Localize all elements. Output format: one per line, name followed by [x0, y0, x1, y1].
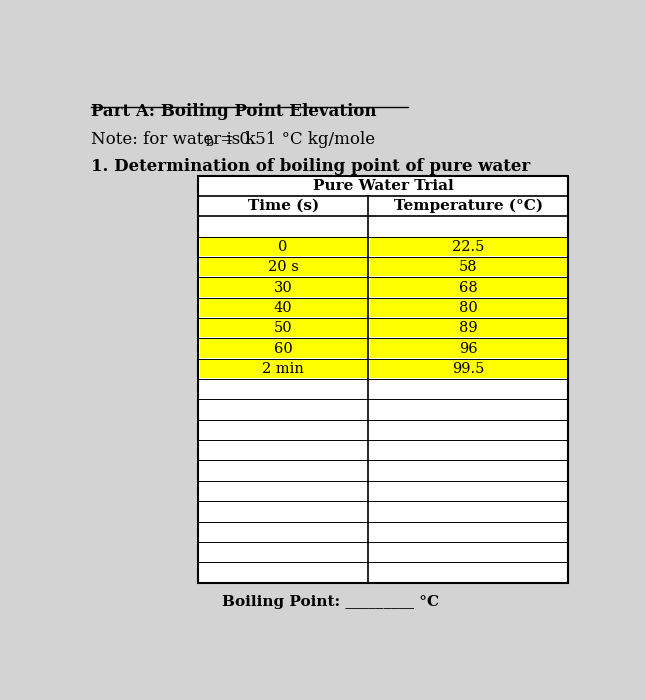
- Text: 50: 50: [274, 321, 292, 335]
- Text: Note: for water is k: Note: for water is k: [90, 132, 255, 148]
- Text: 58: 58: [459, 260, 477, 274]
- Bar: [370, 279, 566, 297]
- Bar: [199, 279, 367, 297]
- Bar: [370, 238, 566, 256]
- Bar: [370, 360, 566, 378]
- Text: Pure Water Trial: Pure Water Trial: [313, 178, 453, 192]
- Text: Boiling Point: _________ °C: Boiling Point: _________ °C: [222, 595, 439, 609]
- Text: 89: 89: [459, 321, 477, 335]
- Bar: [199, 340, 367, 358]
- Text: 40: 40: [274, 301, 292, 315]
- Text: 0: 0: [279, 240, 288, 254]
- Bar: [199, 319, 367, 337]
- Text: Part A: Boiling Point Elevation: Part A: Boiling Point Elevation: [90, 103, 376, 120]
- Text: 2 min: 2 min: [263, 362, 304, 376]
- Text: Time (s): Time (s): [248, 199, 319, 213]
- Text: 60: 60: [273, 342, 293, 356]
- Text: Temperature (°C): Temperature (°C): [393, 199, 542, 214]
- Text: 68: 68: [459, 281, 477, 295]
- Text: = 0.51 °C kg/mole: = 0.51 °C kg/mole: [215, 132, 375, 148]
- Text: 22.5: 22.5: [452, 240, 484, 254]
- Bar: [199, 238, 367, 256]
- Text: 96: 96: [459, 342, 477, 356]
- Text: 1. Determination of boiling point of pure water: 1. Determination of boiling point of pur…: [90, 158, 530, 176]
- Bar: [370, 258, 566, 276]
- Text: 99.5: 99.5: [452, 362, 484, 376]
- Text: 30: 30: [273, 281, 293, 295]
- Bar: [199, 360, 367, 378]
- Bar: [199, 299, 367, 317]
- Text: 80: 80: [459, 301, 477, 315]
- Bar: [370, 319, 566, 337]
- Bar: [370, 340, 566, 358]
- Text: 20 s: 20 s: [268, 260, 299, 274]
- Text: b: b: [205, 136, 213, 148]
- Bar: [199, 258, 367, 276]
- Bar: [370, 299, 566, 317]
